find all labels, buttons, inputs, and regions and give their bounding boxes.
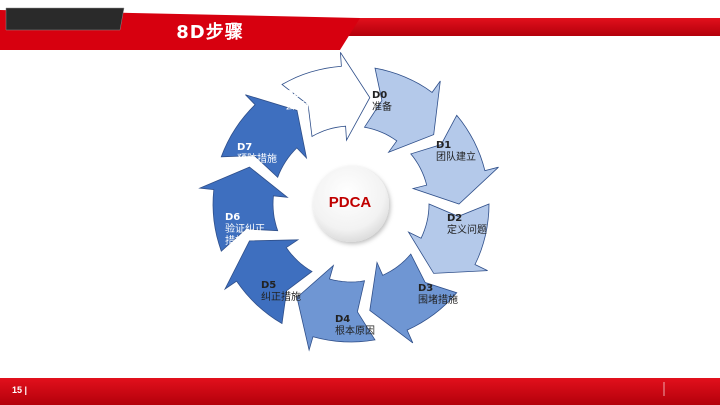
step-name: 预防措施 bbox=[237, 154, 277, 165]
cycle-arrow-d2 bbox=[410, 114, 499, 205]
pdca-circle bbox=[313, 166, 389, 242]
step-code: D0 bbox=[372, 90, 388, 101]
step-d5: D5 纠正措施 bbox=[261, 280, 301, 304]
header-dark-tab bbox=[5, 7, 125, 31]
cycle-arrows bbox=[198, 52, 499, 352]
cycle-arrow-d8 bbox=[220, 94, 308, 178]
footer-bar bbox=[0, 378, 720, 405]
step-code: D4 bbox=[335, 314, 351, 325]
step-d4: D4 根本原因 bbox=[335, 314, 375, 338]
step-code: D2 bbox=[447, 213, 463, 224]
pdca-label: PDCA bbox=[328, 194, 372, 211]
step-code: D6 bbox=[225, 212, 241, 223]
step-d7: D7 预防措施 bbox=[237, 142, 277, 166]
step-code: D7 bbox=[237, 142, 253, 153]
step-d3: D3 围堵措施 bbox=[418, 283, 458, 307]
step-name: 纠正措施 bbox=[261, 292, 301, 303]
step-d2: D2 定义问题 bbox=[447, 213, 487, 237]
cycle-arrow-d6 bbox=[223, 239, 313, 325]
cycle-arrow-d7 bbox=[198, 166, 289, 252]
step-name: 准备 bbox=[372, 102, 392, 113]
cycle-arrow-d3 bbox=[407, 203, 490, 274]
step-d8: D8 会签和表彰 bbox=[285, 89, 335, 113]
cycle-arrow-d5 bbox=[296, 264, 376, 352]
page-title: 8D步骤 bbox=[176, 22, 244, 43]
step-code: D8 bbox=[285, 89, 301, 100]
step-code: D3 bbox=[418, 283, 434, 294]
step-code: D5 bbox=[261, 280, 277, 291]
step-d1: D1 团队建立 bbox=[436, 140, 476, 164]
step-name: 团队建立 bbox=[436, 152, 476, 163]
cycle-arrow-d4 bbox=[369, 253, 458, 344]
step-name: 验证纠正 措施 bbox=[225, 224, 265, 247]
step-name: 根本原因 bbox=[335, 326, 375, 337]
step-d0: D0 准备 bbox=[372, 90, 392, 114]
step-name: 定义问题 bbox=[447, 225, 487, 236]
step-name: 会签和表彰 bbox=[285, 101, 335, 112]
cycle-arrow-d1 bbox=[363, 67, 441, 154]
cycle-arrow-d0 bbox=[281, 52, 371, 142]
page-number: 15 | bbox=[12, 385, 28, 395]
step-code: D1 bbox=[436, 140, 452, 151]
step-name: 围堵措施 bbox=[418, 295, 458, 306]
step-d6: D6 验证纠正 措施 bbox=[225, 212, 265, 248]
